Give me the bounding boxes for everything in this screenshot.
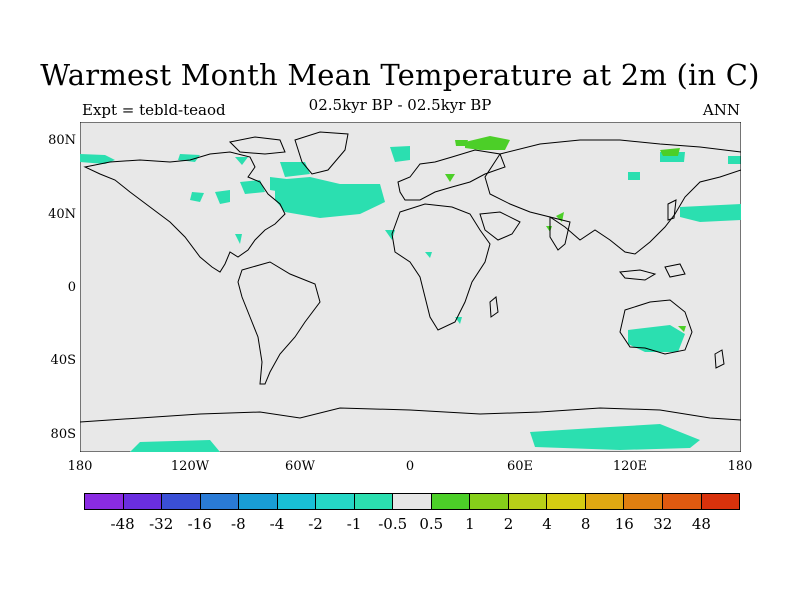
lon-label-0: 0 [405, 459, 415, 474]
colorbar-box [316, 494, 355, 509]
colorbar-box [662, 494, 702, 509]
colorbar-box [239, 494, 278, 509]
colorbar-box [200, 494, 240, 509]
colorbar-label: -2 [308, 515, 323, 533]
experiment-label: Expt = tebld-teaod [82, 101, 226, 119]
colorbar-label: 0.5 [419, 515, 444, 533]
lon-label-60w: 60W [285, 459, 315, 474]
lon-label-120e: 120E [612, 459, 648, 474]
map-background [80, 122, 741, 452]
anomaly-patches [80, 136, 741, 452]
lat-label-40s: 40S [50, 353, 76, 368]
colorbar-box [85, 494, 124, 509]
colorbar-label: -48 [110, 515, 135, 533]
lon-label-120w: 120W [170, 459, 210, 474]
colorbar-box [470, 494, 509, 509]
colorbar-box [393, 494, 432, 509]
lat-label-40n: 40N [48, 207, 76, 222]
lon-label-60e: 60E [506, 459, 534, 474]
world-map [80, 122, 741, 452]
lon-label-180e: 180 [727, 459, 753, 474]
lat-label-0: 0 [67, 280, 76, 295]
colorbar-box [508, 494, 548, 509]
colorbar-label: 4 [542, 515, 552, 533]
period-label: 02.5kyr BP - 02.5kyr BP [308, 96, 492, 114]
colorbar-box [162, 494, 201, 509]
lat-label-80n: 80N [48, 133, 76, 148]
lon-label-180w: 180 [67, 459, 93, 474]
colorbar-box [277, 494, 317, 509]
colorbar-label: -0.5 [378, 515, 408, 533]
colorbar-label: -8 [231, 515, 246, 533]
colorbar-label: 16 [614, 515, 634, 533]
colorbar-label: 8 [580, 515, 591, 533]
coastlines [80, 131, 741, 423]
colorbar-label: 1 [465, 515, 475, 533]
colorbar-box [701, 494, 740, 509]
colorbar-box [123, 494, 163, 509]
colorbar-label: -4 [269, 515, 285, 533]
colorbar-box [585, 494, 625, 509]
season-label: ANN [702, 101, 740, 119]
colorbar-label: 48 [691, 515, 711, 533]
colorbar-label: -32 [149, 515, 174, 533]
colorbar-box [547, 494, 586, 509]
colorbar-box [354, 494, 394, 509]
colorbar-label: 2 [503, 515, 514, 533]
colorbar-label: -1 [346, 515, 362, 533]
plot-title: Warmest Month Mean Temperature at 2m (in… [40, 58, 760, 92]
colorbar-box [431, 494, 471, 509]
colorbar-box [624, 494, 663, 509]
colorbar [84, 493, 740, 510]
lat-label-80s: 80S [50, 427, 76, 442]
colorbar-label: 32 [653, 515, 673, 533]
colorbar-label: -16 [187, 515, 212, 533]
